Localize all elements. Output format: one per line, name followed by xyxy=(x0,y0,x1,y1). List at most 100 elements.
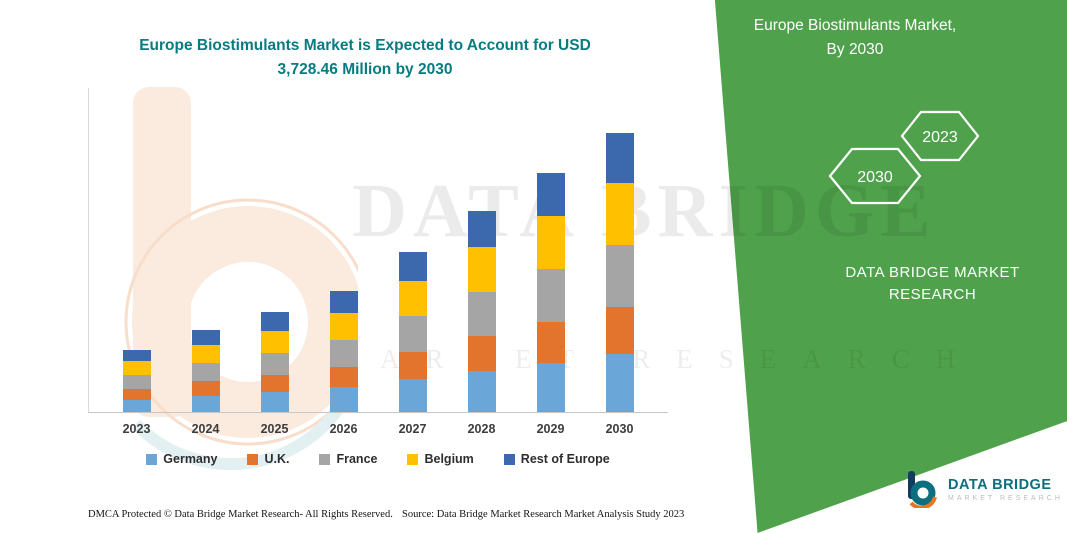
watermark-subtext: MARKET RESEARCH xyxy=(330,344,982,374)
bar-stack-2028 xyxy=(467,211,496,413)
year-hexagons: 2030 2023 xyxy=(828,110,980,205)
bar-segment xyxy=(260,312,289,331)
legend-item: Germany xyxy=(146,452,217,466)
side-panel-heading-line2: By 2030 xyxy=(826,41,884,59)
chart-legend: Germany U.K. France Belgium Rest of Europe xyxy=(70,452,686,466)
bar-segment xyxy=(260,391,289,413)
watermark-text: DATA BRIDGE xyxy=(352,169,937,253)
bar-stack-2023 xyxy=(122,349,151,413)
bar-segment xyxy=(536,362,565,413)
side-panel-brand-line1: DATA BRIDGE MARKET xyxy=(845,264,1020,281)
legend-swatch xyxy=(247,453,259,465)
bar-segment xyxy=(398,351,427,380)
chart-title-line2: 3,728.46 Million by 2030 xyxy=(277,61,453,79)
bar-segment xyxy=(191,344,220,364)
legend-swatch xyxy=(146,453,158,465)
x-tick-label: 2028 xyxy=(467,422,496,436)
bar-segment xyxy=(329,339,358,367)
legend-item: Belgium xyxy=(407,452,474,466)
hexagon-2023-label: 2023 xyxy=(922,129,958,146)
side-panel-heading: Europe Biostimulants Market, By 2030 xyxy=(715,14,995,62)
bar-segment xyxy=(122,374,151,389)
legend-item: Rest of Europe xyxy=(503,452,610,466)
side-panel-brand: DATA BRIDGE MARKET RESEARCH xyxy=(810,262,1055,306)
x-tick-label: 2027 xyxy=(398,422,427,436)
legend-item: France xyxy=(319,452,377,466)
legend-item: U.K. xyxy=(247,452,289,466)
x-tick-label: 2030 xyxy=(605,422,634,436)
hexagon-2030-label: 2030 xyxy=(857,169,893,186)
bar-segment xyxy=(191,381,220,396)
legend-label: Rest of Europe xyxy=(520,452,610,466)
x-tick-label: 2025 xyxy=(260,422,289,436)
bar-segment xyxy=(398,379,427,413)
bar-stack-2029 xyxy=(536,173,565,413)
bar-segment xyxy=(329,366,358,388)
legend-swatch xyxy=(319,453,331,465)
bar-column xyxy=(378,88,447,413)
side-panel-heading-line1: Europe Biostimulants Market, xyxy=(753,17,957,34)
bar-segment xyxy=(329,290,358,313)
bar-column xyxy=(585,88,654,413)
bar-segment xyxy=(605,245,634,307)
x-tick-label: 2023 xyxy=(122,422,151,436)
bar-stack-2026 xyxy=(329,290,358,413)
legend-swatch xyxy=(407,453,419,465)
bar-segment xyxy=(329,387,358,413)
side-panel-brand-line2: RESEARCH xyxy=(888,286,977,303)
bar-segment xyxy=(467,247,496,292)
legend-label: France xyxy=(336,452,378,466)
x-axis-labels: 2023 2024 2025 2026 2027 2028 2029 2030 xyxy=(88,413,668,436)
bar-segment xyxy=(467,336,496,371)
bar-segment xyxy=(605,354,634,413)
bar-stack-2030 xyxy=(605,133,634,413)
bar-segment xyxy=(191,395,220,413)
bar-segment xyxy=(191,363,220,382)
legend-label: Germany xyxy=(163,452,218,466)
x-tick-label: 2024 xyxy=(191,422,220,436)
chart-plot-area xyxy=(88,88,668,413)
company-logo-subtitle: MARKET RESEARCH xyxy=(948,494,1063,502)
hexagon-2030-outline xyxy=(828,147,922,205)
chart-title: Europe Biostimulants Market is Expected … xyxy=(115,34,615,82)
bar-column xyxy=(240,88,309,413)
company-logo-title: DATA BRIDGE xyxy=(948,476,1052,493)
company-logo: DATA BRIDGE MARKET RESEARCH xyxy=(905,470,1063,508)
bar-segment xyxy=(467,211,496,248)
bar-segment xyxy=(398,280,427,317)
bar-segment xyxy=(398,251,427,281)
bar-segment xyxy=(122,388,151,400)
x-tick-label: 2029 xyxy=(536,422,565,436)
bar-segment xyxy=(122,349,151,361)
legend-swatch xyxy=(503,453,515,465)
bar-segment xyxy=(398,316,427,352)
bar-column xyxy=(171,88,240,413)
dmca-notice: DMCA Protected © Data Bridge Market Rese… xyxy=(88,509,393,520)
bar-segment xyxy=(191,329,220,345)
bar-column xyxy=(102,88,171,413)
chart-title-line1: Europe Biostimulants Market is Expected … xyxy=(139,37,591,54)
bar-stack-2024 xyxy=(191,329,220,413)
bar-segment xyxy=(536,173,565,217)
bar-segment xyxy=(467,370,496,413)
bar-segment xyxy=(536,216,565,270)
bar-segment xyxy=(122,361,151,375)
bar-segment xyxy=(605,306,634,355)
legend-label: U.K. xyxy=(264,452,290,466)
bar-segment xyxy=(260,352,289,375)
x-tick-label: 2026 xyxy=(329,422,358,436)
bar-segment xyxy=(329,312,358,340)
bar-segment xyxy=(260,330,289,353)
hexagon-2023-outline xyxy=(900,110,980,162)
bar-segment xyxy=(536,321,565,363)
bar-segment xyxy=(536,269,565,322)
bar-chart: 2023 2024 2025 2026 2027 2028 2029 2030 xyxy=(88,88,668,448)
bar-column xyxy=(309,88,378,413)
bar-stack-2025 xyxy=(260,312,289,413)
bar-column xyxy=(516,88,585,413)
bar-segment xyxy=(605,133,634,184)
source-note: Source: Data Bridge Market Research Mark… xyxy=(402,509,685,520)
bar-segment xyxy=(260,374,289,392)
bar-stack-2027 xyxy=(398,251,427,413)
